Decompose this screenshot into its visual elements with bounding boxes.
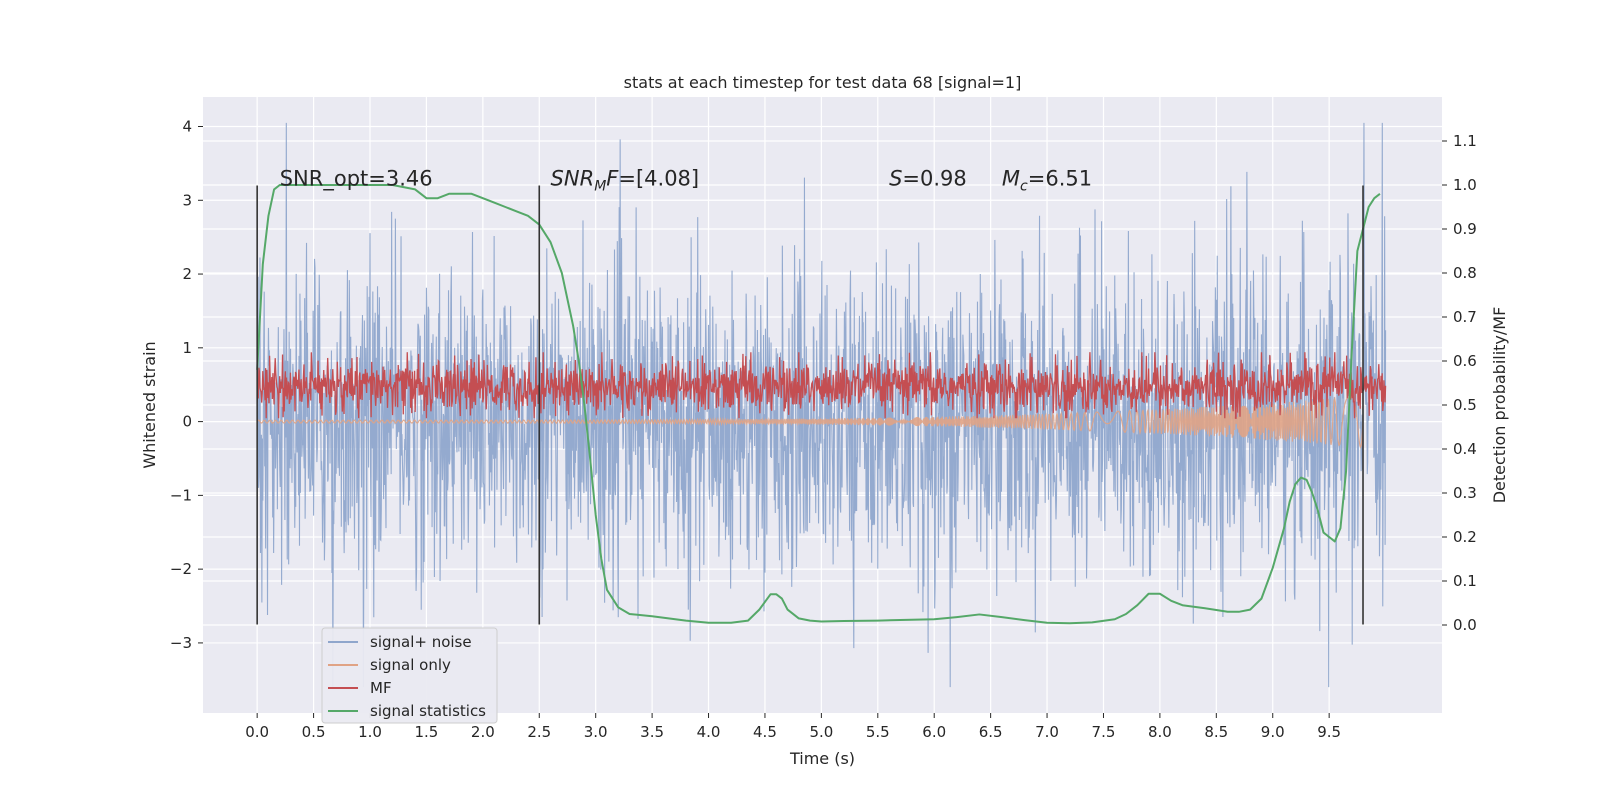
y-right-tick-label: 1.0: [1453, 176, 1477, 194]
y-right-tick-label: 0.7: [1453, 308, 1477, 326]
y-left-tick-label: −3: [170, 634, 192, 652]
y-right-tick-label: 0.3: [1453, 484, 1477, 502]
x-tick-label: 7.0: [1035, 723, 1059, 741]
x-tick-label: 2.0: [471, 723, 495, 741]
y-right-tick-label: 0.8: [1453, 264, 1477, 282]
vertical-markers: [256, 185, 1364, 625]
legend-box: [321, 627, 498, 724]
annotation-mc: Mc=6.51: [1002, 167, 1092, 195]
x-tick-label: 1.5: [414, 723, 438, 741]
chart-title: stats at each timestep for test data 68 …: [624, 73, 1022, 92]
y-right-tick-label: 0.0: [1453, 616, 1477, 634]
x-tick-label: 5.0: [809, 723, 833, 741]
annotation-snr-opt: SNR_opt=3.46: [280, 167, 433, 192]
x-tick-label: 6.0: [922, 723, 946, 741]
x-tick-label: 4.0: [697, 723, 721, 741]
y-right-axis-ticks: 1.1 1.0 0.9 0.8 0.7 0.6 0.5 0.4 0.3 0.2 0.1 0.0: [1442, 132, 1477, 634]
legend-label: signal only: [370, 656, 451, 674]
y-right-tick-label: 0.2: [1453, 528, 1477, 546]
y-left-axis-label: Whitened strain: [140, 341, 159, 468]
y-left-tick-label: −2: [170, 560, 192, 578]
x-tick-label: 9.5: [1317, 723, 1341, 741]
signal-statistics-line: [256, 184, 1381, 625]
signal-statistics-series: [256, 184, 1381, 625]
signal-only-line: [256, 396, 1364, 449]
x-tick-label: 3.0: [584, 723, 608, 741]
annotation-s: S=0.98: [889, 167, 967, 191]
legend: signal+ noise signal only MF signal statist…: [321, 627, 498, 724]
y-right-tick-label: 0.4: [1453, 440, 1477, 458]
x-tick-label: 4.5: [753, 723, 777, 741]
x-tick-label: 7.5: [1092, 723, 1116, 741]
y-left-tick-label: 4: [182, 118, 192, 136]
y-right-tick-label: 0.6: [1453, 352, 1477, 370]
signal-noise-series: [256, 122, 1387, 688]
x-tick-label: 6.5: [979, 723, 1003, 741]
y-right-tick-label: 0.5: [1453, 396, 1477, 414]
y-right-tick-label: 0.1: [1453, 572, 1477, 590]
x-tick-label: 8.5: [1204, 723, 1228, 741]
signal-noise-line: [256, 122, 1387, 688]
y-left-tick-label: 3: [182, 191, 192, 209]
x-axis-label: Time (s): [789, 749, 855, 768]
y-right-tick-label: 1.1: [1453, 132, 1477, 150]
y-right-axis-label: Detection probability/MF: [1490, 307, 1509, 504]
x-tick-label: 5.5: [866, 723, 890, 741]
y-left-tick-label: 2: [182, 265, 192, 283]
x-tick-label: 1.0: [358, 723, 382, 741]
y-right-tick-label: 0.9: [1453, 220, 1477, 238]
y-left-tick-label: 0: [182, 413, 192, 431]
legend-label: signal statistics: [370, 702, 486, 720]
x-tick-label: 9.0: [1261, 723, 1285, 741]
legend-label: signal+ noise: [370, 633, 472, 651]
x-tick-label: 0.5: [302, 723, 326, 741]
x-tick-label: 0.0: [245, 723, 269, 741]
x-tick-label: 8.0: [1148, 723, 1172, 741]
y-left-tick-label: −1: [170, 486, 192, 504]
x-axis-ticks: 0.0 0.5 1.0 1.5 2.0 2.5 3.0 3.5 4.0 4.5 5.0 5.5 6.0 6…: [245, 713, 1341, 741]
signal-only-series: [256, 396, 1364, 449]
annotation-snr-mf: SNRMF=[4.08]: [551, 167, 700, 195]
mf-line: [256, 352, 1387, 419]
y-left-tick-label: 1: [182, 339, 192, 357]
x-tick-label: 3.5: [640, 723, 664, 741]
y-left-axis-ticks: 4 3 2 1 0 −1 −2 −3: [170, 118, 203, 652]
mf-series: [256, 352, 1387, 419]
x-tick-label: 2.5: [527, 723, 551, 741]
legend-label: MF: [370, 679, 392, 697]
